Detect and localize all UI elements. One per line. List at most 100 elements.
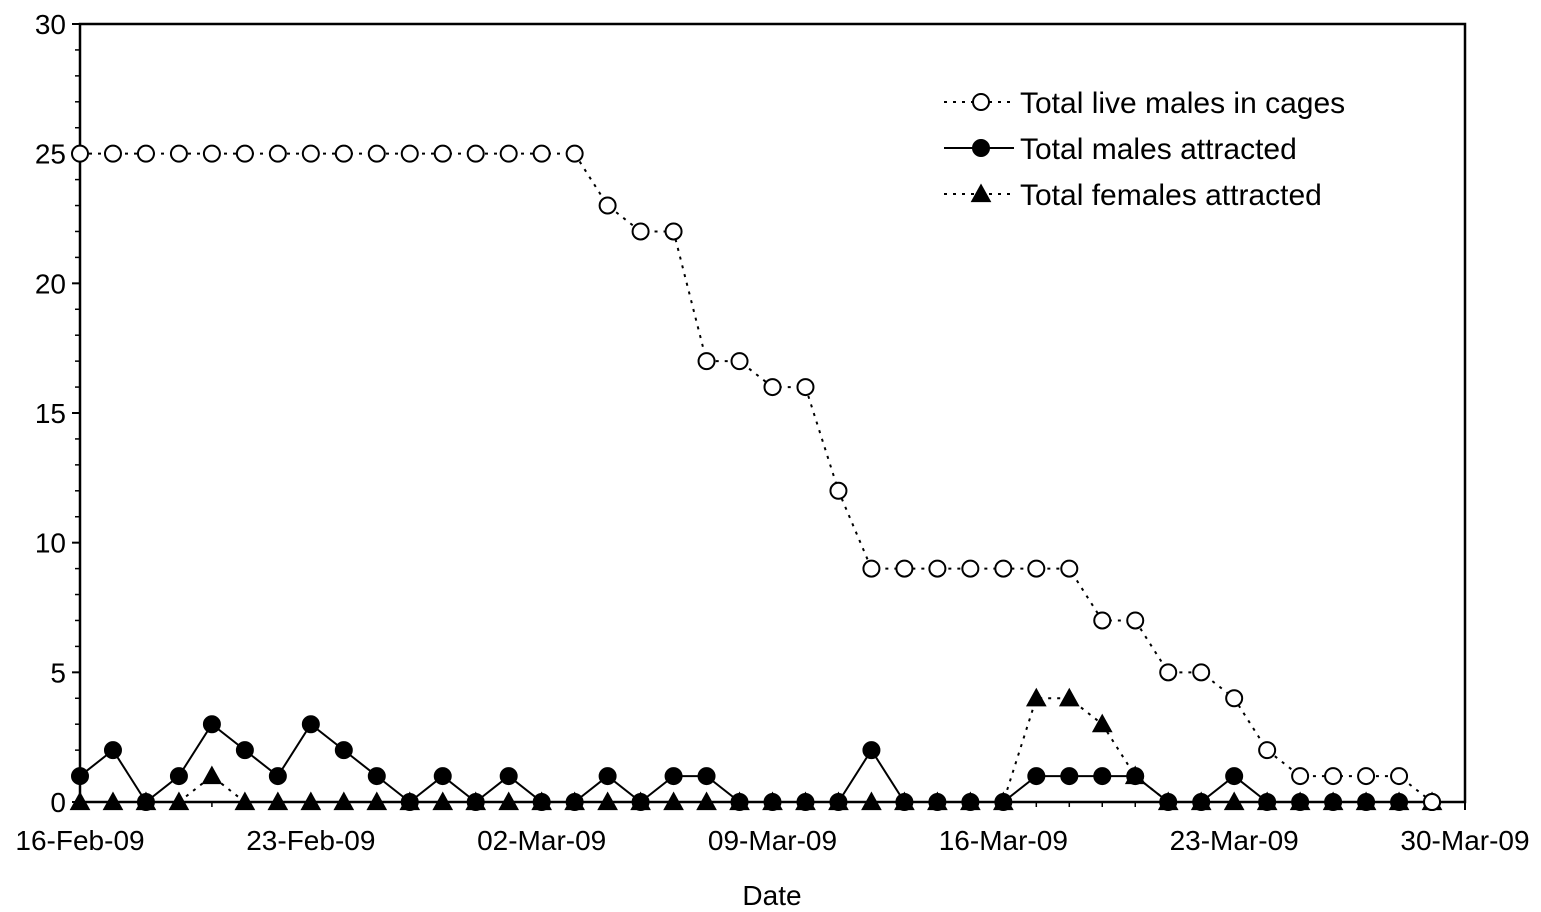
- data-point: [994, 793, 1013, 811]
- x-axis: 16-Feb-09 23-Feb-09 02-Mar-09 09-Mar-09 16-M…: [15, 802, 1530, 856]
- data-point: [928, 793, 947, 811]
- x-tick-label: 16-Feb-09: [15, 825, 144, 856]
- data-point: [169, 144, 188, 163]
- data-point: [663, 791, 684, 811]
- data-point: [1225, 767, 1244, 786]
- series-layer: [69, 144, 1443, 811]
- data-point: [432, 791, 454, 811]
- data-point: [1159, 663, 1178, 682]
- data-point: [1324, 793, 1343, 811]
- legend-label: Total males attracted: [1020, 133, 1297, 166]
- y-tick-label: 5: [50, 657, 66, 688]
- data-point: [234, 791, 256, 811]
- y-tick-label: 15: [35, 398, 66, 429]
- data-point: [1291, 793, 1310, 811]
- data-point: [367, 767, 386, 786]
- data-point: [1192, 793, 1211, 811]
- data-point: [334, 144, 353, 163]
- x-tick-label: 16-Mar-09: [939, 825, 1068, 856]
- data-point: [565, 144, 584, 163]
- data-point: [928, 559, 947, 578]
- data-point: [664, 767, 683, 786]
- data-point: [102, 791, 124, 811]
- data-point: [69, 791, 91, 811]
- data-point: [532, 793, 551, 811]
- data-point: [499, 144, 518, 163]
- data-point: [1291, 767, 1310, 786]
- data-point: [201, 765, 223, 785]
- data-point: [1357, 793, 1376, 811]
- data-point: [1223, 791, 1245, 811]
- x-tick-label: 30-Mar-09: [1400, 825, 1529, 856]
- data-point: [631, 222, 650, 241]
- data-point: [202, 144, 221, 163]
- data-point: [334, 741, 353, 760]
- data-point: [498, 791, 520, 811]
- data-point: [1390, 793, 1409, 811]
- data-point: [71, 144, 89, 163]
- data-point: [400, 144, 419, 163]
- legend-marker: [972, 93, 990, 111]
- data-point: [466, 144, 485, 163]
- data-point: [532, 144, 551, 163]
- data-point: [1027, 767, 1046, 786]
- data-point: [1258, 741, 1277, 760]
- data-point: [433, 144, 452, 163]
- data-point: [433, 767, 452, 786]
- data-point: [895, 793, 914, 811]
- data-point: [136, 793, 155, 811]
- data-point: [664, 222, 683, 241]
- data-point: [598, 767, 617, 786]
- y-tick-label: 10: [35, 528, 66, 559]
- data-point: [202, 715, 221, 734]
- y-tick-label: 30: [35, 9, 66, 40]
- data-point: [1225, 689, 1244, 708]
- data-point: [367, 144, 386, 163]
- data-point: [499, 767, 518, 786]
- data-point: [400, 793, 419, 811]
- data-point: [961, 793, 980, 811]
- data-point: [136, 144, 155, 163]
- data-point: [862, 559, 881, 578]
- data-point: [168, 791, 190, 811]
- data-point: [1025, 687, 1047, 707]
- data-point: [1258, 793, 1277, 811]
- x-tick-label: 09-Mar-09: [708, 825, 837, 856]
- y-tick-label: 0: [50, 787, 66, 818]
- data-point: [598, 196, 617, 215]
- data-point: [169, 767, 188, 786]
- data-point: [1058, 687, 1080, 707]
- data-point: [301, 144, 320, 163]
- data-point: [696, 791, 717, 811]
- data-point: [829, 793, 848, 811]
- data-point: [1060, 559, 1079, 578]
- data-point: [268, 767, 287, 786]
- data-point: [1060, 767, 1079, 786]
- data-point: [333, 791, 355, 811]
- data-point: [994, 559, 1013, 578]
- data-point: [1027, 559, 1046, 578]
- data-point: [103, 144, 122, 163]
- data-point: [1159, 793, 1178, 811]
- data-point: [697, 352, 716, 371]
- data-point: [763, 378, 782, 397]
- data-point: [268, 144, 287, 163]
- data-point: [961, 559, 980, 578]
- data-point: [466, 793, 485, 811]
- data-point: [1091, 713, 1113, 733]
- data-point: [235, 144, 254, 163]
- legend-marker: [970, 183, 992, 203]
- data-point: [597, 791, 618, 811]
- data-point: [366, 791, 388, 811]
- legend-label: Total females attracted: [1020, 179, 1322, 212]
- data-point: [103, 741, 122, 760]
- series-males-attracted: [71, 715, 1442, 811]
- data-point: [1324, 767, 1343, 786]
- x-axis-title: Date: [742, 880, 801, 911]
- x-tick-label: 02-Mar-09: [477, 825, 606, 856]
- data-point: [730, 352, 749, 371]
- data-point: [267, 791, 289, 811]
- y-axis: 0 5 10 15 20 25 30: [35, 9, 80, 818]
- legend-label: Total live males in cages: [1020, 87, 1345, 120]
